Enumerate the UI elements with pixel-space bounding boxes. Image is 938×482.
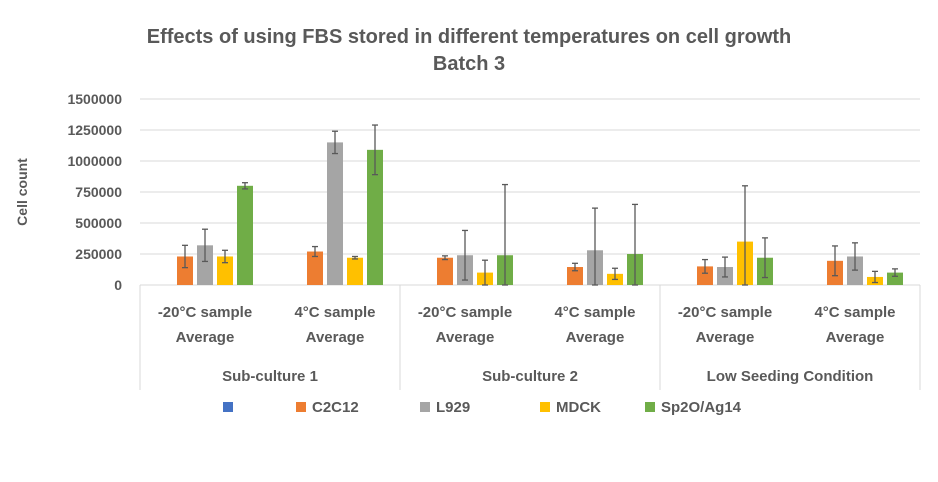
chart-title: Effects of using FBS stored in different… — [147, 26, 792, 48]
legend-swatch — [296, 402, 306, 412]
legend-swatch — [223, 402, 233, 412]
legend-swatch — [420, 402, 430, 412]
category-label: 4°C sample — [554, 304, 635, 321]
group-label: Sub-culture 1 — [222, 368, 318, 385]
category-label: Average — [566, 329, 625, 346]
y-tick-label: 1250000 — [67, 122, 122, 138]
y-tick-label: 1000000 — [67, 153, 122, 169]
category-label: Average — [436, 329, 495, 346]
bar — [217, 256, 233, 285]
category-label: Average — [306, 329, 365, 346]
bar — [697, 266, 713, 285]
y-tick-label: 1500000 — [67, 91, 122, 107]
bar — [367, 149, 383, 285]
category-label: Average — [176, 329, 235, 346]
legend-swatch — [645, 402, 655, 412]
group-label: Sub-culture 2 — [482, 368, 578, 385]
legend-label: Sp2O/Ag14 — [661, 399, 742, 416]
y-tick-label: 250000 — [75, 246, 122, 262]
y-tick-label: 750000 — [75, 184, 122, 200]
legend-label: L929 — [436, 399, 470, 416]
y-axis-label: Cell count — [14, 158, 30, 226]
group-label: Low Seeding Condition — [707, 368, 874, 385]
category-label: -20°C sample — [418, 304, 512, 321]
bar — [887, 272, 903, 285]
bar — [177, 256, 193, 285]
category-label: 4°C sample — [294, 304, 375, 321]
category-label: -20°C sample — [158, 304, 252, 321]
category-label: 4°C sample — [814, 304, 895, 321]
legend-label: C2C12 — [312, 399, 359, 416]
category-label: Average — [696, 329, 755, 346]
category-label: -20°C sample — [678, 304, 772, 321]
bar — [347, 257, 363, 285]
chart-subtitle: Batch 3 — [433, 53, 505, 75]
legend-swatch — [540, 402, 550, 412]
bar — [307, 251, 323, 285]
y-tick-label: 500000 — [75, 215, 122, 231]
category-label: Average — [826, 329, 885, 346]
legend-label: MDCK — [556, 399, 601, 416]
y-tick-label: 0 — [114, 277, 122, 293]
bar — [437, 257, 453, 285]
bar — [327, 142, 343, 285]
bar — [237, 185, 253, 285]
bar — [567, 267, 583, 285]
bar — [197, 245, 213, 285]
